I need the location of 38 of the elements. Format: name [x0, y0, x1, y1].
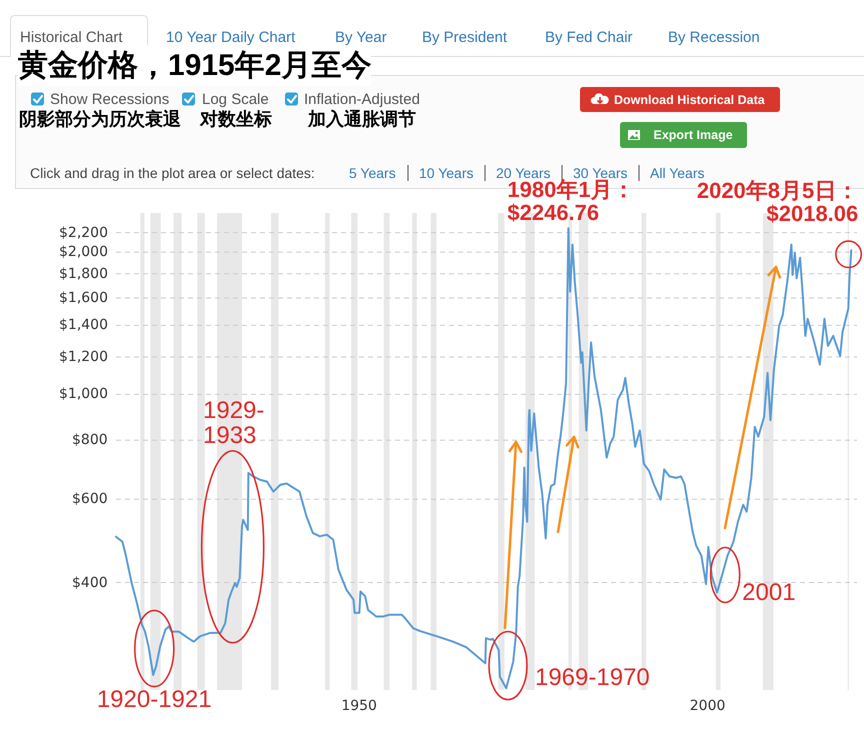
note-label: 2001	[742, 580, 796, 606]
tab-label: By Fed Chair	[545, 28, 633, 46]
tab-label: By Recession	[668, 28, 760, 46]
ytick-label: $1,400	[59, 317, 108, 334]
note-label: 1980年1月：$2246.76	[507, 178, 636, 224]
ytick-label: $1,000	[59, 386, 108, 402]
instruction-text: Click and drag in the plot area or select dates:	[30, 165, 315, 181]
checkbox-label: Inflation-Adjusted	[304, 90, 420, 108]
note-label: 1929-1933	[203, 398, 266, 448]
checkbox-label: Show Recessions	[50, 90, 170, 108]
button-label: Download Historical Data	[614, 93, 765, 107]
ytick-label: $600	[72, 491, 108, 508]
note-label: 1969-1970	[534, 665, 650, 690]
link-label: 30 Years	[573, 165, 628, 181]
link-label: 20 Years	[496, 165, 550, 181]
link-label: 5 Years	[349, 165, 396, 181]
link-label: All Years	[650, 165, 704, 181]
button-label: Export Image	[654, 128, 733, 142]
checkbox-label: Log Scale	[202, 90, 269, 108]
note-label: 2020年8月5日：$2018.06	[696, 179, 858, 226]
ytick-label: $800	[72, 432, 108, 448]
ytick-label: $2,000	[59, 244, 108, 260]
xtick-label: 2000	[690, 698, 726, 714]
note-label: 1920-1921	[96, 687, 212, 712]
link-label: 10 Years	[419, 165, 474, 181]
xtick-label: 1950	[341, 698, 377, 714]
caption-text: 对数坐标	[200, 108, 272, 131]
tab-label: 10 Year Daily Chart	[166, 28, 296, 46]
tab-label: By Year	[335, 28, 387, 46]
caption-text: 阴影部分为历次衰退	[19, 108, 181, 131]
ytick-label: $400	[72, 574, 108, 591]
caption-text: 加入通胀调节	[308, 108, 416, 131]
active-tab-label: Historical Chart	[20, 28, 123, 46]
ytick-label: $2,200	[59, 224, 108, 241]
ytick-label: $1,600	[59, 290, 108, 306]
ytick-label: $1,800	[59, 266, 108, 282]
tab-label: By President	[422, 28, 508, 46]
ytick-label: $1,200	[59, 349, 108, 365]
